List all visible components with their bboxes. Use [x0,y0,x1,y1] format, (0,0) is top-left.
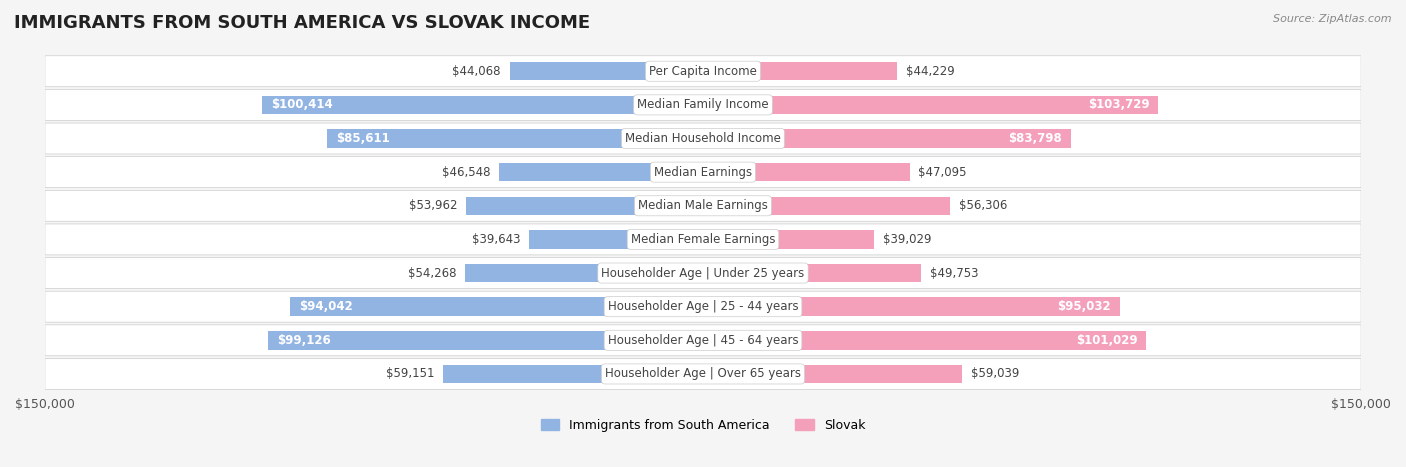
FancyBboxPatch shape [45,156,1361,188]
Bar [703,62,897,80]
Text: $56,306: $56,306 [959,199,1007,212]
Text: Median Earnings: Median Earnings [654,166,752,179]
Bar [703,96,1159,114]
Text: $150,000: $150,000 [15,398,75,411]
Text: $95,032: $95,032 [1057,300,1111,313]
Text: $54,268: $54,268 [408,267,456,280]
Bar [703,297,1121,316]
Text: IMMIGRANTS FROM SOUTH AMERICA VS SLOVAK INCOME: IMMIGRANTS FROM SOUTH AMERICA VS SLOVAK … [14,14,591,32]
Text: $103,729: $103,729 [1088,99,1149,111]
Bar [703,129,1070,148]
Text: Source: ZipAtlas.com: Source: ZipAtlas.com [1274,14,1392,24]
Text: $59,039: $59,039 [970,368,1019,381]
Bar [703,197,950,215]
Text: Householder Age | 45 - 64 years: Householder Age | 45 - 64 years [607,334,799,347]
Text: Householder Age | Over 65 years: Householder Age | Over 65 years [605,368,801,381]
Text: $83,798: $83,798 [1008,132,1062,145]
Text: $39,029: $39,029 [883,233,932,246]
Legend: Immigrants from South America, Slovak: Immigrants from South America, Slovak [536,414,870,437]
FancyBboxPatch shape [45,258,1361,289]
Bar [499,163,703,181]
Bar [703,163,910,181]
Text: $85,611: $85,611 [336,132,389,145]
FancyBboxPatch shape [45,224,1361,255]
FancyBboxPatch shape [45,325,1361,356]
Text: $47,095: $47,095 [918,166,967,179]
Text: $99,126: $99,126 [277,334,330,347]
Bar [703,365,962,383]
FancyBboxPatch shape [45,291,1361,322]
Bar [703,331,1146,350]
Text: Median Household Income: Median Household Income [626,132,780,145]
Text: $44,068: $44,068 [453,65,501,78]
Text: $53,962: $53,962 [409,199,457,212]
FancyBboxPatch shape [45,56,1361,87]
Bar [509,62,703,80]
Bar [269,331,703,350]
Text: Householder Age | Under 25 years: Householder Age | Under 25 years [602,267,804,280]
Bar [703,230,875,248]
Bar [467,197,703,215]
Text: $94,042: $94,042 [299,300,353,313]
FancyBboxPatch shape [45,89,1361,120]
FancyBboxPatch shape [45,359,1361,389]
Text: Median Female Earnings: Median Female Earnings [631,233,775,246]
Bar [291,297,703,316]
Text: $46,548: $46,548 [441,166,491,179]
Text: $39,643: $39,643 [472,233,520,246]
Text: $44,229: $44,229 [905,65,955,78]
Bar [529,230,703,248]
Text: $100,414: $100,414 [271,99,333,111]
Text: $150,000: $150,000 [1331,398,1391,411]
Bar [328,129,703,148]
Text: $101,029: $101,029 [1076,334,1137,347]
FancyBboxPatch shape [45,190,1361,221]
Bar [465,264,703,282]
Bar [443,365,703,383]
Text: Median Family Income: Median Family Income [637,99,769,111]
Text: $59,151: $59,151 [387,368,434,381]
Text: Householder Age | 25 - 44 years: Householder Age | 25 - 44 years [607,300,799,313]
Bar [263,96,703,114]
FancyBboxPatch shape [45,123,1361,154]
Text: Median Male Earnings: Median Male Earnings [638,199,768,212]
Text: $49,753: $49,753 [929,267,979,280]
Bar [703,264,921,282]
Text: Per Capita Income: Per Capita Income [650,65,756,78]
